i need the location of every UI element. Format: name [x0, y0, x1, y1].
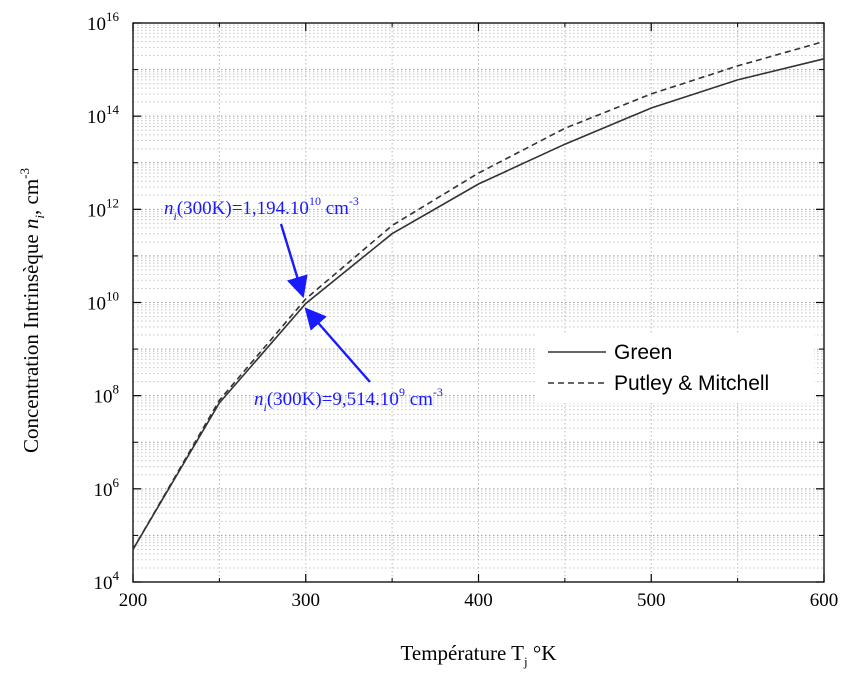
series-line-green — [132, 58, 825, 550]
y-tick-exponent: 4 — [113, 568, 120, 583]
annotation-unit-exponent: -3 — [349, 194, 359, 208]
y-tick-base: 10 — [87, 14, 106, 35]
y-tick-label: 1012 — [87, 195, 119, 221]
axes: 200 300 400 500 6001041061081010101210141016… — [17, 9, 838, 669]
annotation-symbol: n — [164, 198, 174, 219]
series-line-putley-mitchell — [132, 40, 825, 550]
y-tick-base: 10 — [94, 480, 113, 501]
annotation-subscript: i — [264, 400, 267, 414]
annotation-unit: cm — [405, 389, 433, 410]
x-tick-label: 600 — [810, 590, 839, 611]
y-tick-label: 1010 — [87, 289, 119, 315]
y-tick-base: 10 — [87, 200, 106, 221]
y-tick-exponent: 6 — [113, 475, 120, 490]
y-tick-exponent: 8 — [113, 382, 120, 397]
y-tick-label: 1014 — [87, 102, 120, 128]
y-axis-title-subscript: i — [32, 215, 47, 219]
grid — [133, 23, 824, 582]
y-tick-exponent: 10 — [106, 289, 119, 304]
annotation-symbol: n — [254, 389, 264, 410]
y-axis-title: Concentration Intrinsèque ni, cm-3 — [17, 168, 47, 453]
y-tick-label: 106 — [94, 475, 120, 501]
y-tick-label: 108 — [94, 382, 120, 408]
x-tick-label: 300 — [292, 590, 321, 611]
legend-box — [536, 333, 814, 403]
x-axis-title-subscript: j — [523, 654, 528, 669]
plot-frame — [132, 22, 825, 583]
y-axis-title-symbol: n — [19, 219, 43, 230]
x-axis-title: Température Tj °K — [401, 641, 557, 669]
annotation-arrow-2 — [304, 307, 371, 383]
legend: Green Putley & Mitchell — [536, 333, 814, 403]
annotation-exponent: 10 — [309, 194, 321, 208]
annotation-subscript: i — [174, 209, 177, 223]
annotation-unit-exponent: -3 — [433, 385, 443, 399]
y-tick-label: 104 — [94, 568, 120, 594]
series — [132, 40, 825, 550]
annotation-value: (300K)=1,194.10 — [177, 198, 309, 219]
legend-label: Green — [614, 341, 672, 364]
y-tick-base: 10 — [87, 294, 106, 315]
x-tick-label: 400 — [464, 590, 493, 611]
annotation-arrow-1 — [279, 223, 308, 299]
y-axis-title-exponent: -3 — [17, 168, 32, 179]
x-axis-title-unit: °K — [528, 641, 557, 665]
y-tick-label: 1016 — [87, 9, 120, 35]
legend-label: Putley & Mitchell — [614, 372, 769, 395]
y-tick-base: 10 — [94, 387, 113, 408]
y-tick-exponent: 12 — [106, 195, 119, 210]
x-axis-title-main: Température T — [401, 641, 525, 665]
x-tick-label: 200 — [119, 590, 148, 611]
x-tick-label: 500 — [637, 590, 666, 611]
y-axis-title-unit: , cm — [19, 179, 43, 215]
y-tick-exponent: 14 — [106, 102, 120, 117]
annotation-exponent: 9 — [399, 385, 405, 399]
y-tick-exponent: 16 — [106, 9, 120, 24]
annotation-label-1: ni(300K)=1,194.1010 cm-3 — [164, 194, 359, 223]
y-tick-base: 10 — [94, 573, 113, 594]
annotation-unit: cm — [321, 198, 349, 219]
y-tick-base: 10 — [87, 107, 106, 128]
annotation-value: (300K)=9,514.10 — [267, 389, 399, 410]
annotations: ni(300K)=1,194.1010 cm-3ni(300K)=9,514.1… — [164, 194, 443, 414]
y-axis-title-main: Concentration Intrinsèque — [19, 229, 43, 453]
annotation-label-2: ni(300K)=9,514.109 cm-3 — [254, 385, 443, 414]
